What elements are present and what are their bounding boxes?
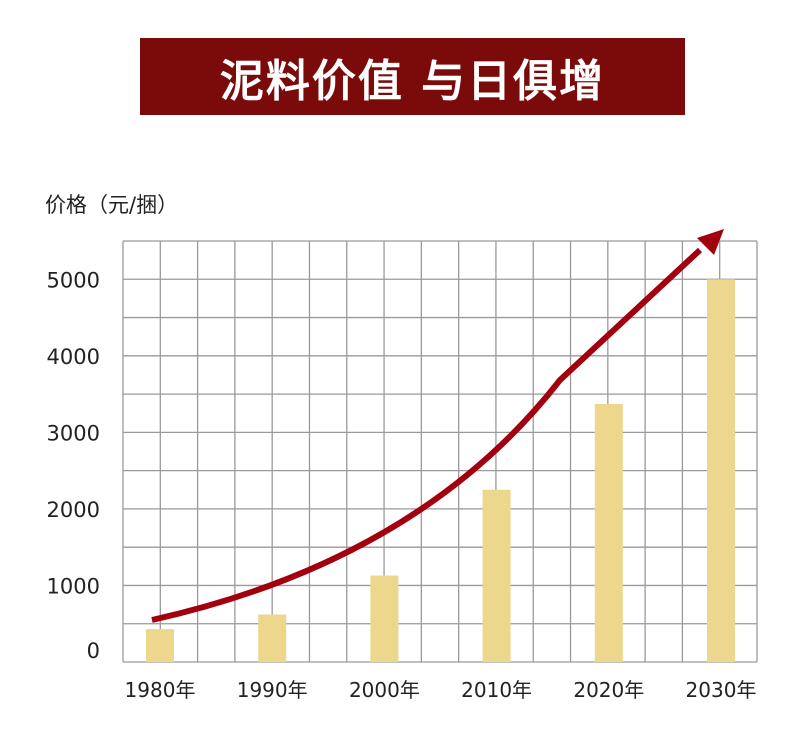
y-axis-label: 价格（元/捆） — [45, 193, 178, 217]
arrow-head-icon — [697, 229, 724, 255]
trend-arrow-shaft — [151, 247, 703, 623]
bar-1980年 — [146, 629, 174, 662]
bar-2000年 — [370, 575, 399, 662]
bar-2030年 — [707, 279, 735, 662]
x-tick-label: 2030年 — [686, 678, 757, 702]
bar-2010年 — [482, 489, 511, 662]
y-tick-label: 0 — [87, 639, 100, 663]
x-tick-label: 2000年 — [349, 678, 420, 702]
y-tick-label: 3000 — [47, 421, 100, 445]
bar-1990年 — [258, 614, 287, 662]
y-tick-label: 2000 — [47, 498, 100, 522]
x-tick-label: 2020年 — [573, 678, 644, 702]
x-tick-label: 2010年 — [461, 678, 532, 702]
bar-2020年 — [594, 404, 623, 662]
banner-title: 泥料价值 与日俱增 — [219, 55, 606, 107]
x-tick-label: 1980年 — [125, 678, 196, 702]
y-tick-label: 4000 — [47, 345, 100, 369]
y-tick-label: 1000 — [47, 574, 100, 598]
x-tick-label: 1990年 — [237, 678, 308, 702]
title-banner: 泥料价值 与日俱增 — [140, 38, 685, 115]
y-tick-label: 5000 — [47, 268, 100, 292]
